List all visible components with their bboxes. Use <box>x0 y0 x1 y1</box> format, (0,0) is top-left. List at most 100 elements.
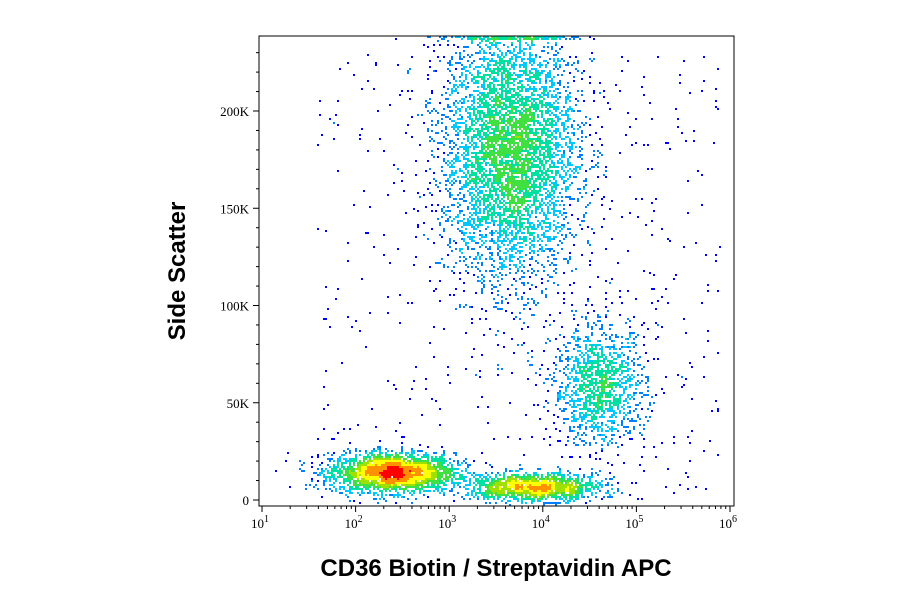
event-dot <box>503 36 505 38</box>
event-dot <box>499 216 501 218</box>
event-dot <box>495 42 497 44</box>
event-dot <box>401 460 403 462</box>
event-dot <box>535 78 537 80</box>
event-dot <box>545 162 547 164</box>
event-dot <box>479 222 481 224</box>
event-dot <box>559 334 561 336</box>
event-dot <box>457 108 459 110</box>
event-dot <box>461 74 463 76</box>
event-dot <box>591 360 593 362</box>
event-dot <box>435 460 437 462</box>
event-dot <box>583 474 585 476</box>
event-dot <box>373 450 375 452</box>
event-dot <box>483 128 485 130</box>
event-dot <box>549 74 551 76</box>
event-dot <box>441 468 443 470</box>
event-dot <box>349 486 351 488</box>
event-dot <box>531 192 533 194</box>
event-dot <box>367 460 369 462</box>
event-dot <box>479 484 481 486</box>
event-dot <box>549 490 551 492</box>
event-dot <box>553 210 555 212</box>
event-dot <box>575 410 577 412</box>
event-dot <box>493 100 495 102</box>
event-dot <box>409 454 411 456</box>
event-dot <box>555 480 557 482</box>
event-dot <box>645 394 647 396</box>
event-dot <box>431 484 433 486</box>
event-dot <box>531 498 533 500</box>
event-dot <box>555 200 557 202</box>
event-dot <box>545 498 547 500</box>
event-dot <box>369 482 371 484</box>
event-dot <box>549 184 551 186</box>
event-dot <box>601 392 603 394</box>
event-dot <box>485 228 487 230</box>
event-dot <box>585 318 587 320</box>
event-dot <box>397 476 399 478</box>
event-dot <box>515 156 517 158</box>
event-dot <box>559 486 561 488</box>
event-dot <box>519 216 521 218</box>
event-dot <box>349 480 351 482</box>
event-dot <box>623 412 625 414</box>
event-dot <box>361 466 363 468</box>
event-dot <box>557 226 559 228</box>
event-dot <box>527 192 529 194</box>
event-dot <box>491 208 493 210</box>
event-dot <box>437 490 439 492</box>
event-dot <box>519 230 521 232</box>
event-dot <box>521 222 523 224</box>
event-dot <box>443 38 445 40</box>
event-dot <box>559 492 561 494</box>
event-dot <box>559 370 561 372</box>
event-dot <box>593 398 595 400</box>
event-dot <box>561 486 563 488</box>
event-dot <box>481 290 483 292</box>
event-dot <box>509 120 511 122</box>
event-dot <box>415 464 417 466</box>
event-dot <box>341 466 343 468</box>
event-dot <box>575 310 577 312</box>
event-dot <box>441 474 443 476</box>
event-dot <box>579 224 581 226</box>
event-dot <box>553 422 555 424</box>
event-dot <box>367 464 369 466</box>
event-dot <box>513 48 515 50</box>
event-dot <box>605 436 607 438</box>
event-dot <box>547 390 549 392</box>
event-dot <box>357 464 359 466</box>
event-dot <box>567 364 569 366</box>
event-dot <box>583 392 585 394</box>
event-dot <box>649 402 651 404</box>
event-dot <box>457 478 459 480</box>
event-dot <box>555 142 557 144</box>
event-dot <box>479 490 481 492</box>
event-dot <box>459 110 461 112</box>
event-dot <box>503 490 505 492</box>
event-dot <box>599 400 601 402</box>
event-dot <box>601 382 603 384</box>
event-dot <box>383 478 385 480</box>
event-dot <box>337 464 339 466</box>
event-dot <box>577 388 579 390</box>
event-dot <box>545 110 547 112</box>
event-dot <box>439 474 441 476</box>
event-dot <box>619 402 621 404</box>
event-dot <box>427 460 429 462</box>
event-dot <box>573 348 575 350</box>
event-dot <box>491 482 493 484</box>
event-dot <box>475 204 477 206</box>
event-dot <box>469 480 471 482</box>
event-dot <box>531 116 533 118</box>
event-dot <box>601 428 603 430</box>
event-dot <box>489 90 491 92</box>
event-dot <box>381 452 383 454</box>
event-dot <box>467 160 469 162</box>
event-dot <box>423 474 425 476</box>
event-dot <box>541 364 543 366</box>
event-dot <box>501 80 503 82</box>
event-dot <box>617 402 619 404</box>
event-dot <box>463 46 465 48</box>
event-dot <box>543 350 545 352</box>
